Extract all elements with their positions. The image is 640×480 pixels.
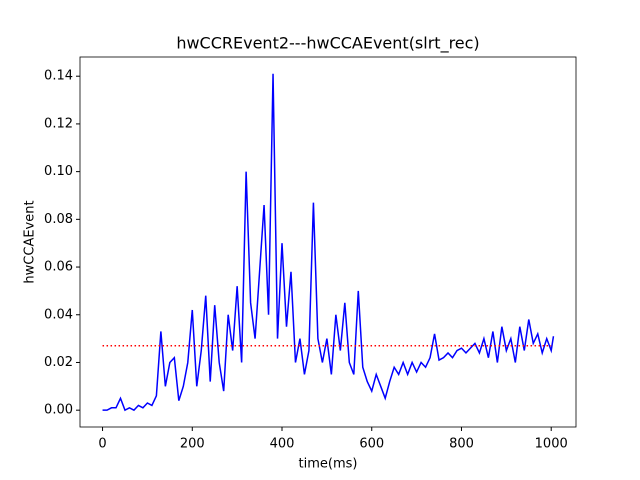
y-tick-label: 0.00 bbox=[44, 403, 73, 418]
y-tick-label: 0.02 bbox=[44, 355, 73, 370]
y-tick-label: 0.08 bbox=[44, 212, 73, 227]
x-axis-label: time(ms) bbox=[299, 457, 358, 472]
plot-frame bbox=[79, 56, 577, 428]
x-tick-label: 600 bbox=[359, 437, 384, 452]
y-tick-label: 0.10 bbox=[44, 164, 73, 179]
x-tick-label: 800 bbox=[449, 437, 474, 452]
data-line bbox=[102, 73, 555, 412]
y-tick-label: 0.04 bbox=[44, 307, 73, 322]
x-tick-label: 400 bbox=[270, 437, 295, 452]
y-tick-label: 0.06 bbox=[44, 260, 73, 275]
x-tick-label: 1000 bbox=[535, 437, 568, 452]
x-tick-label: 200 bbox=[180, 437, 205, 452]
chart-title: hwCCREvent2---hwCCAEvent(slrt_rec) bbox=[176, 34, 479, 54]
y-axis-label: hwCCAEvent bbox=[23, 200, 38, 283]
y-tick-label: 0.12 bbox=[44, 116, 73, 131]
x-tick-label: 0 bbox=[98, 437, 106, 452]
y-tick-label: 0.14 bbox=[44, 69, 73, 84]
